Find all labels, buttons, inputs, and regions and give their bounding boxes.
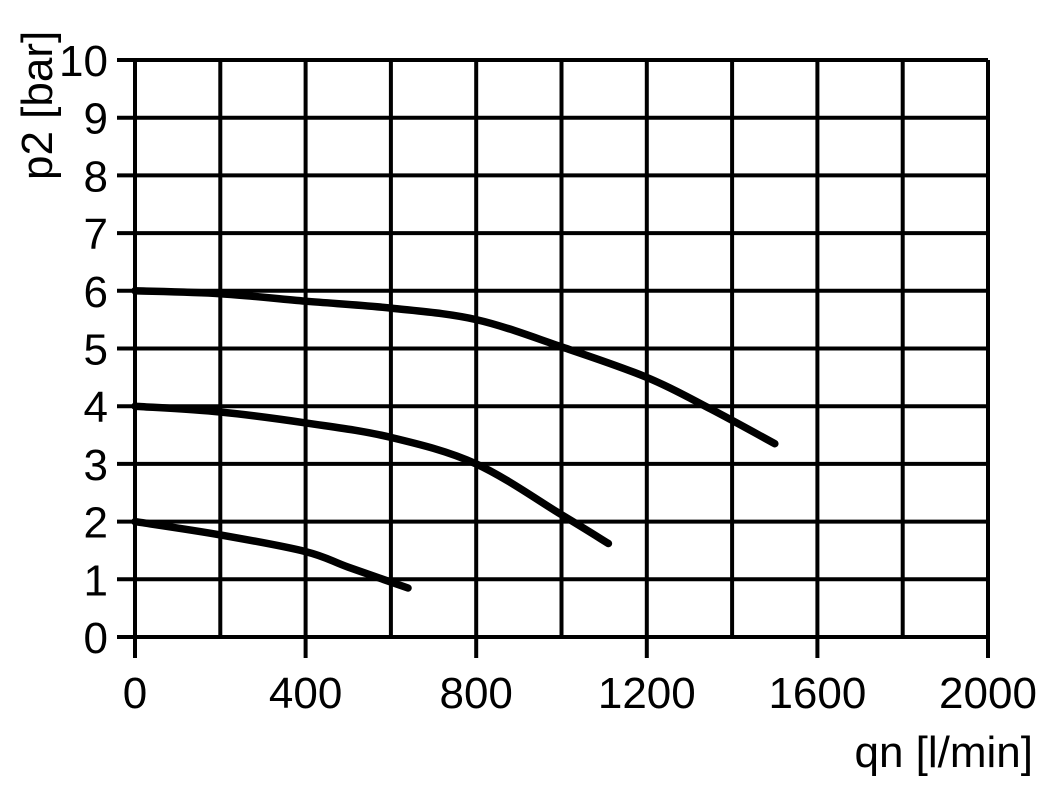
x-tick-label: 1200	[598, 669, 696, 718]
x-tick-label: 800	[439, 669, 512, 718]
y-tick-label: 3	[84, 441, 108, 490]
curve-set-pressure-4-bar	[131, 402, 613, 548]
y-tick-label: 5	[84, 326, 108, 375]
curve-set-pressure-2-bar	[131, 517, 412, 592]
y-tick-label: 6	[84, 268, 108, 317]
x-tick-label: 1600	[768, 669, 866, 718]
x-tick-label: 400	[269, 669, 342, 718]
y-tick-label: 9	[84, 95, 108, 144]
y-tick-label: 8	[84, 152, 108, 201]
y-tick-label: 10	[59, 37, 108, 86]
y-axis-label: p2 [bar]	[13, 30, 62, 180]
x-axis-label: qn [l/min]	[854, 728, 1033, 777]
y-tick-label: 1	[84, 556, 108, 605]
y-tick-label: 4	[84, 383, 108, 432]
y-tick-label: 0	[84, 614, 108, 663]
x-tick-label: 0	[123, 669, 147, 718]
x-tick-label: 2000	[939, 669, 1037, 718]
y-tick-label: 7	[84, 210, 108, 259]
curve-set-pressure-6-bar	[131, 287, 779, 448]
y-tick-label: 2	[84, 499, 108, 548]
